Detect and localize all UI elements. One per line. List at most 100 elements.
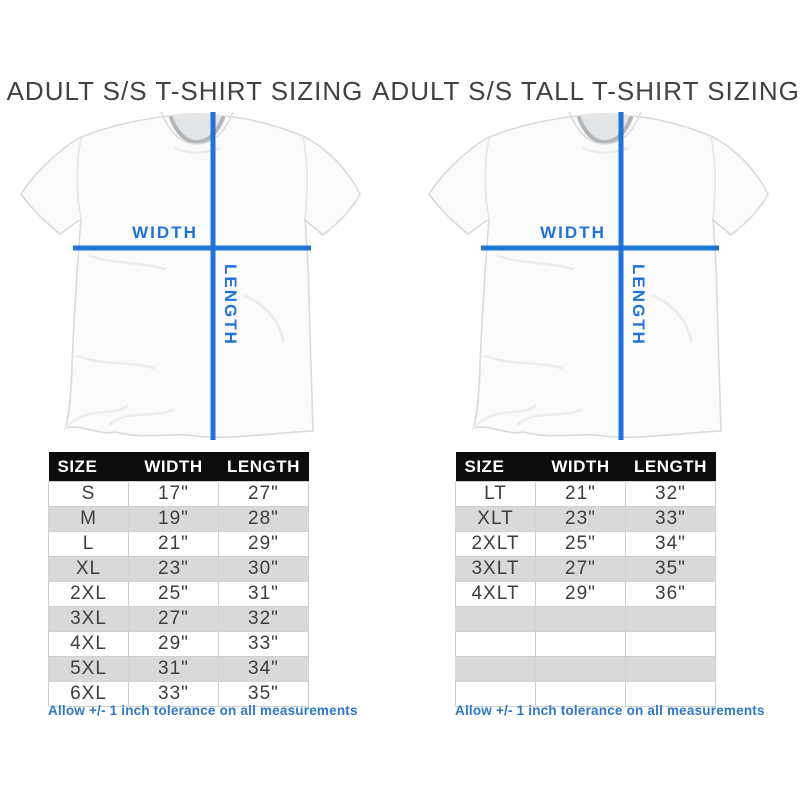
width-cell: 31" — [128, 656, 219, 682]
width-cell: 25" — [535, 531, 626, 557]
length-cell — [625, 681, 716, 707]
size-cell: S — [48, 481, 129, 507]
table-row: S 17" 27" — [48, 481, 309, 507]
length-cell: 30" — [218, 556, 309, 582]
size-cell — [455, 681, 536, 707]
width-cell — [535, 656, 626, 682]
width-header: WIDTH — [535, 452, 626, 482]
size-cell: 2XLT — [455, 531, 536, 557]
right-panel-title: ADULT S/S TALL T-SHIRT SIZING — [372, 76, 800, 106]
size-cell — [455, 631, 536, 657]
right-sleeve-seam — [302, 135, 308, 221]
length-cell: 31" — [218, 581, 309, 607]
tshirt-body — [428, 115, 769, 438]
width-arrow-line — [481, 245, 719, 251]
length-cell — [625, 606, 716, 632]
right-shirt-graphic: WIDTH LENGTH — [423, 106, 773, 446]
table-row: L 21" 29" — [48, 531, 309, 557]
width-cell: 27" — [535, 556, 626, 582]
size-cell: 6XL — [48, 681, 129, 707]
width-label: WIDTH — [540, 223, 606, 242]
collar-shadow — [169, 116, 225, 145]
length-cell: 28" — [218, 506, 309, 532]
tshirt-icon: WIDTH LENGTH — [20, 111, 361, 440]
size-cell — [455, 606, 536, 632]
width-header: WIDTH — [128, 452, 219, 482]
size-cell: 3XLT — [455, 556, 536, 582]
tshirt-body — [20, 115, 361, 438]
length-cell — [625, 656, 716, 682]
table-row: 6XL 33" 35" — [48, 681, 309, 707]
size-cell: 5XL — [48, 656, 129, 682]
table-row: 4XL 29" 33" — [48, 631, 309, 657]
length-cell: 34" — [625, 531, 716, 557]
length-header: LENGTH — [625, 452, 716, 482]
table-row: LT 21" 32" — [455, 481, 716, 507]
size-cell: M — [48, 506, 129, 532]
tshirt-icon: WIDTH LENGTH — [428, 111, 769, 440]
width-cell: 23" — [535, 506, 626, 532]
collar-shadow — [577, 116, 633, 145]
length-cell: 35" — [218, 681, 309, 707]
length-header: LENGTH — [218, 452, 309, 482]
right-size-table: SIZE WIDTH LENGTH LT 21" 32" XLT 23" 33" 2XL… — [455, 452, 716, 707]
width-label: WIDTH — [132, 223, 198, 242]
table-row: 4XLT 29" 36" — [455, 581, 716, 607]
table-header-row: SIZE WIDTH LENGTH — [48, 452, 309, 482]
table-row: M 19" 28" — [48, 506, 309, 532]
width-cell: 33" — [128, 681, 219, 707]
size-cell: 4XLT — [455, 581, 536, 607]
size-cell — [455, 656, 536, 682]
width-cell: 25" — [128, 581, 219, 607]
length-cell: 32" — [625, 481, 716, 507]
right-sleeve-seam — [710, 135, 716, 221]
length-cell: 27" — [218, 481, 309, 507]
length-arrow-line — [210, 112, 216, 440]
left-tolerance-note: Allow +/- 1 inch tolerance on all measur… — [48, 703, 358, 718]
length-cell: 32" — [218, 606, 309, 632]
table-row: 2XL 25" 31" — [48, 581, 309, 607]
table-row: 3XLT 27" 35" — [455, 556, 716, 582]
left-sleeve-seam — [484, 137, 490, 220]
width-cell — [535, 606, 626, 632]
left-panel-title: ADULT S/S T-SHIRT SIZING — [6, 76, 364, 106]
width-cell: 23" — [128, 556, 219, 582]
table-row: XL 23" 30" — [48, 556, 309, 582]
table-header-row: SIZE WIDTH LENGTH — [455, 452, 716, 482]
right-tolerance-note: Allow +/- 1 inch tolerance on all measur… — [455, 703, 765, 718]
length-label: LENGTH — [221, 264, 240, 346]
size-cell: L — [48, 531, 129, 557]
length-cell: 34" — [218, 656, 309, 682]
length-cell: 36" — [625, 581, 716, 607]
width-cell: 21" — [128, 531, 219, 557]
length-arrow-line — [618, 112, 624, 440]
wrinkle-lines — [471, 146, 693, 430]
width-cell: 21" — [535, 481, 626, 507]
width-cell: 29" — [128, 631, 219, 657]
width-cell — [535, 631, 626, 657]
width-cell: 29" — [535, 581, 626, 607]
size-cell: 2XL — [48, 581, 129, 607]
size-cell: 3XL — [48, 606, 129, 632]
size-cell: LT — [455, 481, 536, 507]
size-cell: XLT — [455, 506, 536, 532]
left-size-table: SIZE WIDTH LENGTH S 17" 27" M 19" 28" L 21" 29… — [48, 452, 309, 707]
length-cell: 33" — [625, 506, 716, 532]
size-cell: 4XL — [48, 631, 129, 657]
table-row: 3XL 27" 32" — [48, 606, 309, 632]
length-cell: 35" — [625, 556, 716, 582]
length-cell: 33" — [218, 631, 309, 657]
table-row: 5XL 31" 34" — [48, 656, 309, 682]
wrinkle-lines — [63, 146, 285, 430]
left-shirt-graphic: WIDTH LENGTH — [15, 106, 365, 446]
table-row-empty — [455, 631, 716, 657]
length-cell — [625, 631, 716, 657]
size-header: SIZE — [48, 452, 129, 482]
width-cell: 17" — [128, 481, 219, 507]
table-row-empty — [455, 681, 716, 707]
width-arrow-line — [73, 245, 311, 251]
table-row-empty — [455, 606, 716, 632]
size-cell: XL — [48, 556, 129, 582]
table-row-empty — [455, 656, 716, 682]
